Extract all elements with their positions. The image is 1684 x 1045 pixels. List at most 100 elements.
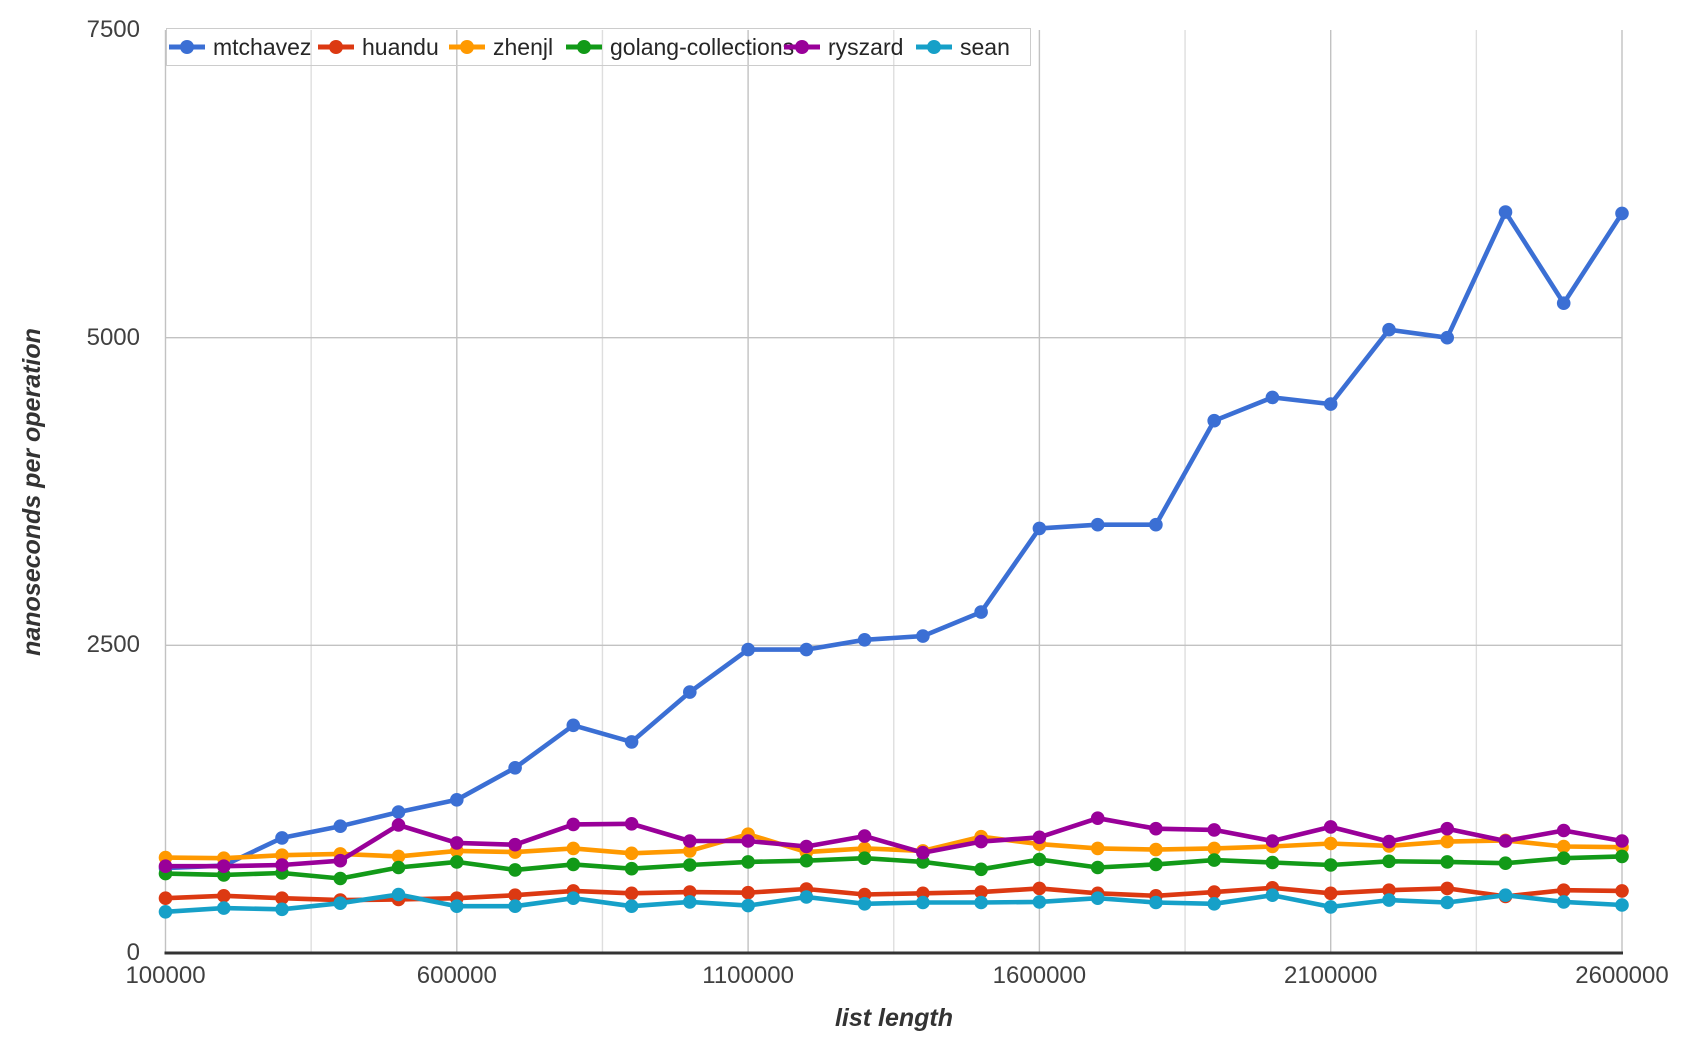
data-point-ryszard	[450, 836, 464, 850]
data-point-ryszard	[974, 834, 988, 849]
data-point-mtchavez	[916, 629, 930, 643]
data-point-zhenjl	[566, 841, 581, 856]
data-point-huandu	[217, 889, 231, 903]
series-mtchavez	[158, 205, 1629, 875]
legend-marker-icon	[318, 40, 354, 54]
data-point-ryszard	[1090, 811, 1105, 825]
legend-marker-icon	[449, 40, 485, 54]
data-point-sean	[1382, 893, 1396, 907]
legend-marker-icon	[916, 40, 952, 54]
data-point-huandu	[1323, 886, 1338, 901]
legend-item-huandu: huandu	[318, 29, 439, 65]
data-point-sean	[624, 899, 639, 913]
data-point-huandu	[1615, 884, 1629, 898]
data-point-golang-collections	[450, 855, 464, 869]
data-point-ryszard	[566, 817, 581, 832]
data-point-sean	[741, 898, 755, 913]
data-point-zhenjl	[1556, 839, 1571, 854]
data-point-mtchavez	[1090, 517, 1105, 532]
vertical-gridlines	[164, 30, 1623, 953]
data-point-golang-collections	[974, 862, 988, 877]
data-point-zhenjl	[275, 848, 289, 862]
data-point-golang-collections	[1323, 858, 1338, 872]
data-point-zhenjl	[1149, 842, 1163, 857]
data-point-ryszard	[799, 839, 814, 854]
data-point-sean	[799, 890, 814, 904]
data-point-golang-collections	[391, 860, 406, 875]
data-point-sean	[217, 901, 231, 915]
series-ryszard	[158, 811, 1629, 873]
data-point-mtchavez	[624, 735, 639, 749]
legend: mtchavez huandu zhenjl golang-collections ry…	[166, 28, 1031, 66]
data-point-mtchavez	[1440, 330, 1454, 345]
data-point-golang-collections	[624, 861, 639, 876]
data-point-sean	[450, 899, 464, 913]
data-point-ryszard	[1556, 823, 1571, 838]
data-point-huandu	[683, 885, 697, 899]
data-point-sean	[1615, 898, 1629, 912]
data-point-zhenjl	[857, 841, 872, 856]
data-point-mtchavez	[1265, 390, 1280, 405]
data-point-golang-collections	[857, 851, 872, 865]
data-point-sean	[333, 896, 348, 910]
data-point-sean	[1440, 895, 1454, 910]
data-point-mtchavez	[1032, 521, 1047, 536]
data-point-zhenjl	[624, 846, 639, 861]
data-point-mtchavez	[974, 605, 988, 619]
data-point-golang-collections	[1498, 856, 1513, 870]
data-point-mtchavez	[333, 819, 348, 833]
data-point-ryszard	[741, 834, 755, 848]
legend-label: mtchavez	[213, 33, 312, 60]
data-point-mtchavez	[857, 633, 872, 647]
data-point-huandu	[1032, 881, 1047, 896]
data-point-mtchavez	[1207, 413, 1221, 428]
data-point-ryszard	[916, 845, 930, 860]
data-point-golang-collections	[566, 857, 581, 872]
y-tick-label: 0	[126, 939, 140, 966]
legend-marker-icon	[169, 40, 205, 54]
data-point-golang-collections	[1440, 855, 1454, 869]
data-point-sean	[1498, 888, 1513, 902]
data-point-ryszard	[683, 834, 697, 848]
legend-marker-icon	[784, 40, 820, 54]
data-point-ryszard	[391, 818, 406, 832]
y-tick-label: 2500	[86, 631, 140, 659]
data-point-mtchavez	[566, 718, 581, 733]
legend-item-sean: sean	[916, 29, 1010, 65]
y-tick-label: 5000	[86, 323, 140, 351]
data-point-huandu	[1382, 883, 1396, 897]
data-point-sean	[1207, 897, 1221, 911]
data-point-sean	[1556, 895, 1571, 909]
horizontal-gridlines	[165, 336, 1622, 647]
data-point-mtchavez	[1149, 517, 1163, 532]
data-point-ryszard	[1498, 834, 1513, 848]
data-point-ryszard	[508, 837, 522, 852]
data-point-ryszard	[1265, 834, 1280, 848]
data-point-golang-collections	[683, 858, 697, 872]
data-point-golang-collections	[741, 855, 755, 869]
data-point-huandu	[275, 891, 289, 905]
data-point-ryszard	[1615, 834, 1629, 848]
data-point-mtchavez	[683, 685, 697, 699]
data-point-huandu	[1440, 881, 1454, 896]
data-point-ryszard	[1382, 834, 1396, 849]
data-point-huandu	[624, 886, 639, 901]
data-point-mtchavez	[508, 761, 522, 775]
legend-item-ryszard: ryszard	[784, 29, 903, 65]
data-point-ryszard	[333, 853, 348, 868]
data-point-mtchavez	[799, 642, 814, 657]
data-point-huandu	[158, 891, 173, 905]
legend-label: sean	[960, 33, 1010, 60]
x-tick-label: 1100000	[702, 962, 794, 989]
x-tick-label: 600000	[416, 962, 497, 989]
data-point-sean	[275, 902, 289, 917]
data-point-huandu	[974, 885, 988, 899]
data-point-sean	[391, 887, 406, 902]
y-tick-label: 7500	[86, 16, 140, 43]
data-point-zhenjl	[1207, 841, 1221, 856]
data-point-ryszard	[1323, 820, 1338, 834]
data-point-huandu	[508, 888, 522, 902]
data-point-mtchavez	[450, 793, 464, 807]
data-point-sean	[1149, 895, 1163, 910]
